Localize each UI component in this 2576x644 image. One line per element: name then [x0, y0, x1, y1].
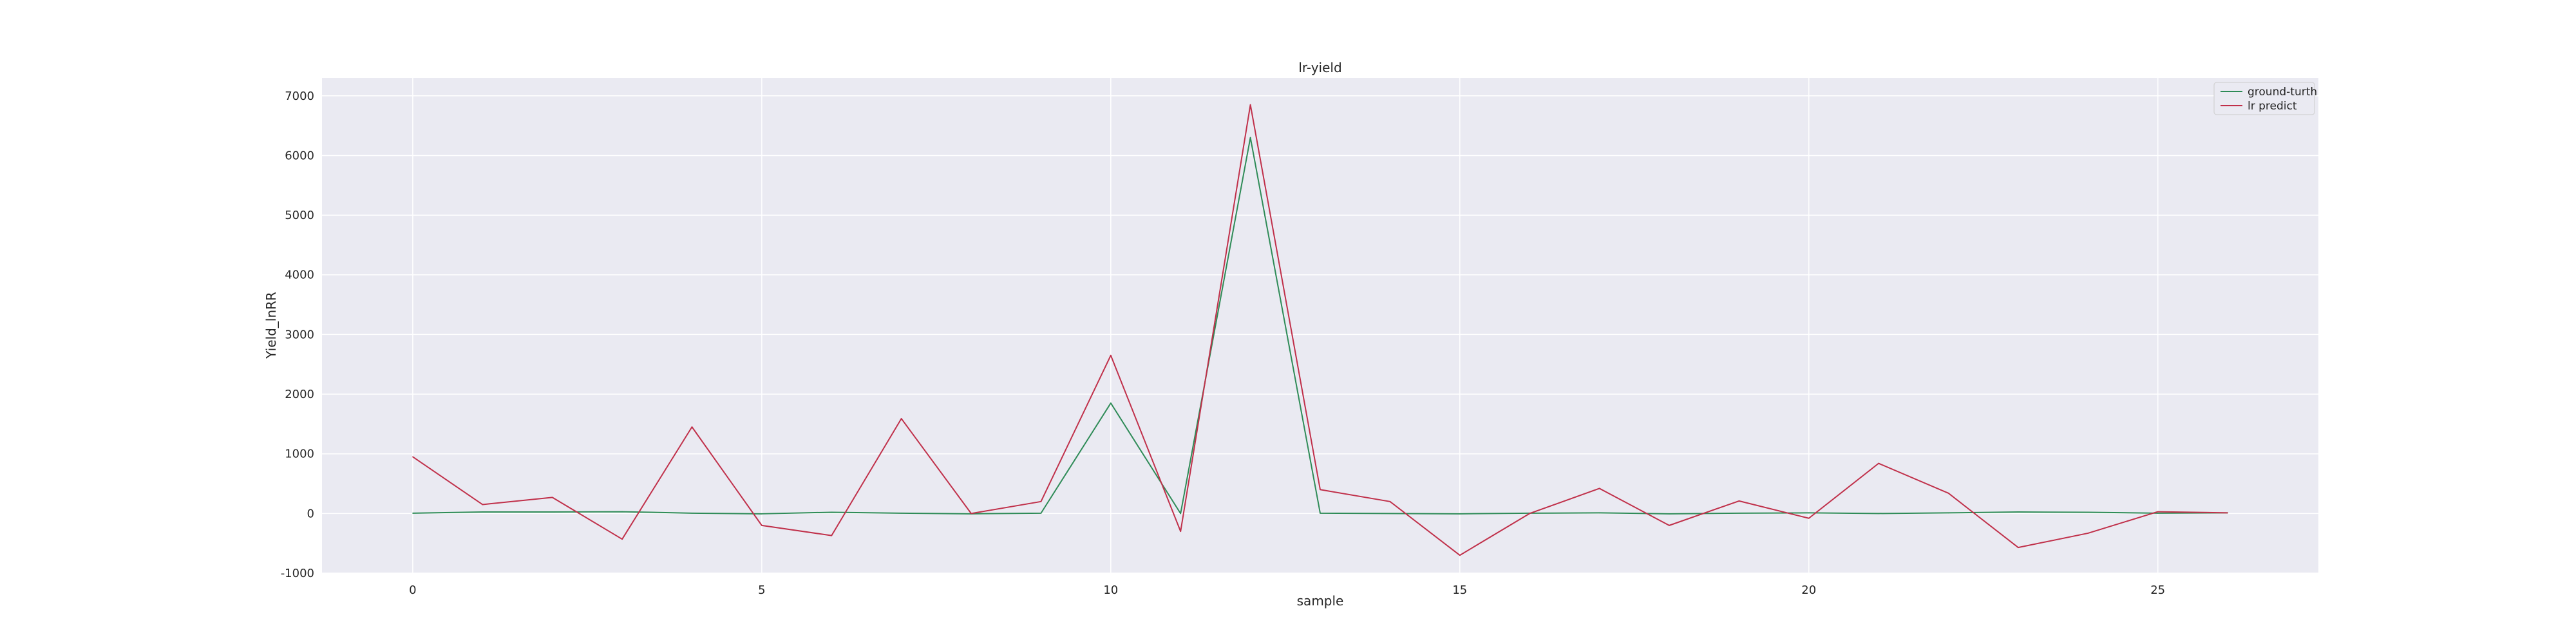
data-point-lr-predict: [1110, 355, 1112, 356]
x-tick-label: 5: [758, 583, 765, 597]
data-point-lr-predict: [1180, 531, 1182, 532]
y-tick-label: 1000: [285, 448, 314, 461]
data-point-ground-turth: [691, 513, 693, 514]
data-point-ground-turth: [900, 513, 902, 514]
data-point-lr-predict: [1669, 525, 1670, 526]
data-point-lr-predict: [412, 456, 413, 458]
data-point-lr-predict: [2227, 512, 2228, 514]
data-point-ground-turth: [1180, 513, 1182, 515]
data-point-ground-turth: [1459, 513, 1461, 515]
x-tick-label: 15: [1452, 583, 1467, 597]
legend: ground-turth lr predict: [2213, 82, 2317, 115]
data-point-lr-predict: [1947, 493, 1949, 494]
y-tick-label: 7000: [285, 90, 314, 103]
legend-label-lr-predict: lr predict: [2248, 100, 2297, 113]
x-tick-label: 10: [1103, 583, 1118, 597]
y-tick-label: -1000: [281, 567, 314, 580]
data-point-lr-predict: [691, 426, 693, 428]
data-point-lr-predict: [1598, 488, 1600, 489]
series-layer: [412, 104, 2228, 556]
data-point-ground-turth: [1040, 513, 1042, 514]
data-point-lr-predict: [1249, 104, 1251, 106]
data-point-lr-predict: [1529, 513, 1530, 515]
data-point-ground-turth: [551, 511, 553, 513]
grid-lines: [322, 78, 2318, 574]
y-tick-label: 5000: [285, 209, 314, 222]
data-point-lr-predict: [831, 535, 833, 536]
data-point-ground-turth: [2018, 511, 2019, 513]
data-point-ground-turth: [2157, 513, 2159, 514]
data-point-lr-predict: [1320, 489, 1321, 491]
y-tick-label: 2000: [285, 388, 314, 401]
y-tick-label: 6000: [285, 149, 314, 162]
data-point-ground-turth: [1808, 512, 1810, 514]
data-point-lr-predict: [1738, 500, 1740, 502]
legend-label-ground-turth: ground-turth: [2248, 86, 2317, 99]
y-tick-label: 3000: [285, 328, 314, 341]
data-point-ground-turth: [482, 511, 484, 513]
data-point-lr-predict: [761, 525, 762, 526]
tick-labels: 0 5 10 15 20 25 -1000 0 1000 2000 3000 4000 5000 6000…: [281, 90, 2165, 597]
data-point-lr-predict: [971, 513, 972, 515]
data-point-ground-turth: [1947, 512, 1949, 514]
data-point-lr-predict: [551, 497, 553, 498]
x-tick-label: 0: [409, 583, 416, 597]
data-point-lr-predict: [1459, 554, 1461, 556]
y-tick-label: 4000: [285, 269, 314, 282]
data-point-lr-predict: [482, 504, 484, 506]
data-point-lr-predict: [2087, 533, 2089, 534]
data-point-ground-turth: [621, 511, 623, 513]
data-point-ground-turth: [1598, 512, 1600, 514]
x-axis-title: sample: [1297, 593, 1344, 609]
data-point-ground-turth: [1878, 513, 1879, 515]
data-point-lr-predict: [1040, 501, 1042, 502]
data-point-ground-turth: [2087, 511, 2089, 513]
data-point-lr-predict: [1878, 462, 1879, 464]
data-point-lr-predict: [1389, 501, 1391, 502]
x-tick-label: 20: [1801, 583, 1816, 597]
data-point-ground-turth: [1389, 513, 1391, 515]
data-point-lr-predict: [2018, 547, 2019, 548]
data-point-lr-predict: [621, 538, 623, 540]
data-point-lr-predict: [1808, 517, 1810, 519]
data-point-ground-turth: [1110, 402, 1112, 404]
data-point-ground-turth: [1249, 137, 1251, 138]
chart-title: lr-yield: [1298, 60, 1341, 75]
legend-box: [2213, 82, 2315, 115]
data-point-lr-predict: [900, 418, 902, 419]
data-point-ground-turth: [831, 511, 833, 513]
y-axis-title: Yield_lnRR: [263, 292, 279, 359]
data-point-ground-turth: [1669, 513, 1670, 515]
x-tick-label: 25: [2150, 583, 2165, 597]
plot-area: [322, 78, 2318, 573]
data-point-ground-turth: [1738, 513, 1740, 514]
data-point-ground-turth: [412, 513, 413, 514]
data-point-lr-predict: [2157, 511, 2159, 513]
data-point-ground-turth: [1320, 513, 1321, 514]
y-tick-label: 0: [307, 507, 314, 520]
data-point-ground-turth: [761, 513, 762, 515]
